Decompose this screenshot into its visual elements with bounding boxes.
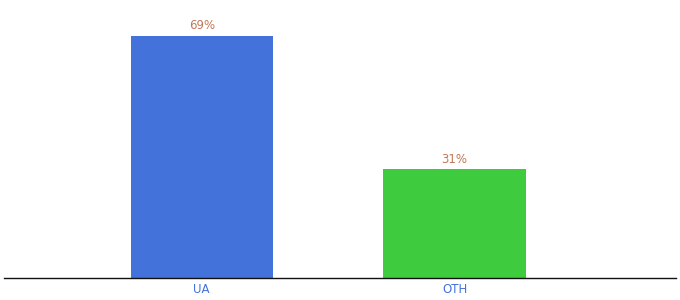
Text: 31%: 31%: [441, 153, 468, 166]
Bar: [131, 36, 273, 278]
Bar: [384, 169, 526, 278]
Text: 69%: 69%: [188, 19, 215, 32]
